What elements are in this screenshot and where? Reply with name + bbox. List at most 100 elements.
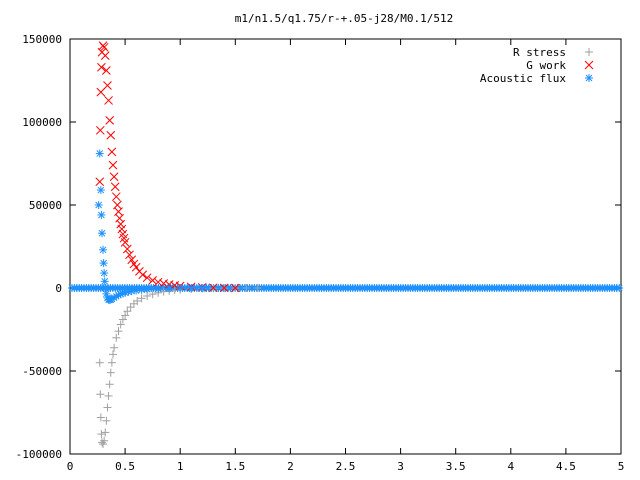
r-stress-point — [104, 391, 113, 400]
y-tick-label: 100000 — [22, 116, 62, 129]
r-stress-point — [99, 440, 108, 449]
g-work-point — [116, 219, 126, 229]
g-work-point — [106, 130, 116, 140]
x-tick-label: 1 — [177, 460, 184, 473]
r-stress-point — [97, 438, 106, 447]
legend-marker — [585, 74, 593, 82]
r-stress-point — [123, 307, 132, 316]
x-tick-label: 5 — [618, 460, 625, 473]
r-stress-point — [107, 358, 116, 367]
r-stress-point — [253, 284, 262, 292]
g-work-point — [109, 172, 119, 182]
r-stress-point — [112, 333, 121, 342]
r-stress-point — [96, 390, 105, 399]
acoustic-flux-baseline — [68, 284, 624, 292]
r-stress-point — [110, 343, 119, 352]
acoustic-flux-point — [101, 284, 110, 292]
r-stress-point — [100, 436, 109, 445]
series-g-work — [95, 41, 240, 293]
g-work-point — [230, 283, 240, 293]
r-stress-point — [121, 311, 130, 320]
acoustic-flux-point — [198, 284, 207, 292]
g-work-point — [138, 270, 148, 280]
g-work-point — [127, 255, 137, 265]
r-stress-point — [108, 350, 117, 359]
g-work-point — [104, 96, 113, 105]
g-work-point — [105, 115, 115, 125]
g-work-point — [95, 125, 105, 135]
plot-frame — [69, 38, 622, 455]
y-tick-label: 0 — [55, 282, 62, 295]
g-work-point — [148, 276, 158, 285]
acoustic-flux-point — [143, 285, 152, 294]
y-tick-labels: -100000 -50000 0 50000 100000 150000 — [16, 33, 62, 461]
g-work-point — [99, 42, 109, 52]
r-stress-point — [126, 303, 135, 312]
g-work-point — [125, 250, 134, 260]
acoustic-flux-point — [95, 149, 104, 158]
x-tick-labels: 0 0.5 1 1.5 2 2.5 3 3.5 4 4.5 5 — [67, 460, 625, 473]
g-work-point — [219, 283, 229, 293]
r-stress-point — [133, 296, 142, 305]
g-work-point — [122, 244, 132, 254]
r-stress-point — [116, 320, 125, 329]
x-tick-label: 0 — [67, 460, 74, 473]
r-stress-point — [105, 380, 114, 389]
legend-marker — [585, 48, 593, 56]
acoustic-flux-point — [100, 269, 109, 278]
r-stress-point — [102, 416, 111, 425]
g-work-point — [95, 177, 105, 187]
x-tick-label: 1.5 — [225, 460, 245, 473]
g-work-point — [111, 192, 121, 202]
series-r-stress — [95, 284, 262, 449]
x-tick-label: 0.5 — [115, 460, 135, 473]
g-work-point — [117, 224, 127, 234]
legend-label: Acoustic flux — [480, 72, 566, 85]
acoustic-flux-point — [99, 245, 108, 254]
acoustic-flux-point — [165, 284, 174, 293]
acoustic-flux-point — [187, 284, 196, 293]
g-work-point — [115, 213, 124, 223]
r-stress-point — [103, 403, 112, 412]
r-stress-point — [95, 358, 104, 367]
r-stress-point — [137, 294, 146, 303]
g-work-point — [120, 237, 130, 247]
legend-label: R stress — [513, 46, 566, 59]
acoustic-flux-point — [176, 284, 185, 293]
y-tick-label: 150000 — [22, 33, 62, 46]
g-work-point — [107, 147, 117, 157]
legend-marker — [584, 60, 594, 70]
r-stress-point — [97, 430, 106, 439]
acoustic-flux-point — [100, 277, 109, 286]
y-tick-label: 50000 — [29, 199, 62, 212]
x-tick-label: 3.5 — [446, 460, 466, 473]
r-stress-point — [101, 428, 110, 437]
y-tick-label: -100000 — [16, 448, 62, 461]
g-work-point — [142, 273, 152, 283]
acoustic-flux-point — [97, 210, 106, 219]
x-tick-label: 2 — [287, 460, 294, 473]
r-stress-point — [114, 327, 123, 336]
x-tick-label: 4.5 — [556, 460, 576, 473]
r-stress-point — [242, 284, 251, 292]
acoustic-flux-point — [99, 259, 108, 268]
g-work-point — [153, 277, 163, 287]
acoustic-flux-point — [154, 284, 163, 293]
g-work-point — [208, 283, 218, 293]
chart-title: m1/n1.5/q1.75/r-+.05-j28/M0.1/512 — [235, 12, 454, 25]
legend-label: G work — [526, 59, 566, 72]
acoustic-flux-point — [132, 286, 141, 295]
acoustic-flux-baseline-point — [615, 284, 624, 292]
g-work-point — [97, 62, 106, 72]
axis-ticks — [69, 38, 622, 455]
x-tick-label: 3 — [397, 460, 404, 473]
r-stress-point — [96, 413, 105, 422]
y-tick-label: -50000 — [22, 365, 62, 378]
r-stress-point — [106, 368, 115, 377]
r-stress-point — [148, 290, 157, 299]
series-acoustic-flux — [94, 149, 207, 304]
g-work-point — [103, 81, 112, 90]
g-work-point — [131, 262, 141, 272]
r-stress-point — [118, 315, 127, 324]
